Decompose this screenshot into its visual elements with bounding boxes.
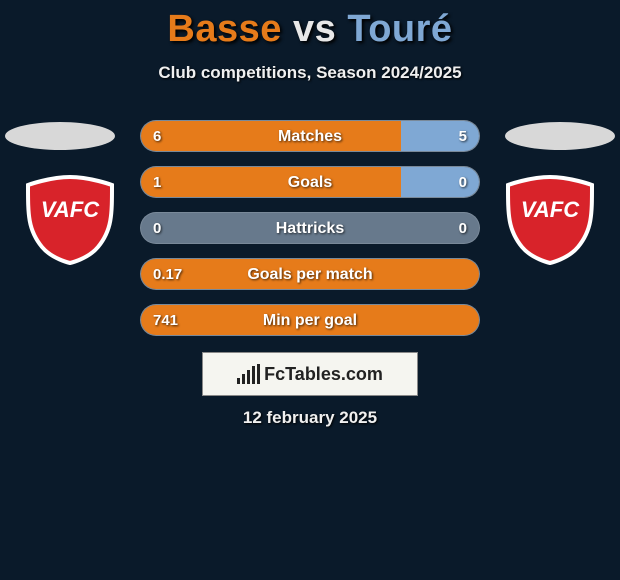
brand-text: FcTables.com	[264, 364, 383, 385]
player1-club-badge: VAFC	[20, 175, 120, 265]
badge-text: VAFC	[41, 197, 100, 222]
stat-label: Matches	[141, 121, 479, 152]
stat-row: 741Min per goal	[140, 304, 480, 336]
stat-row: 1Goals0	[140, 166, 480, 198]
date-text: 12 february 2025	[0, 408, 620, 428]
subtitle: Club competitions, Season 2024/2025	[0, 63, 620, 83]
brand-box[interactable]: FcTables.com	[202, 352, 418, 396]
stat-value-right: 0	[459, 167, 467, 198]
player2-club-badge: VAFC	[500, 175, 600, 265]
stat-label: Goals per match	[141, 259, 479, 290]
stat-label: Min per goal	[141, 305, 479, 336]
player2-oval	[505, 122, 615, 150]
stat-row: 0.17Goals per match	[140, 258, 480, 290]
stat-value-right: 5	[459, 121, 467, 152]
player1-oval	[5, 122, 115, 150]
comparison-title: Basse vs Touré	[0, 0, 620, 51]
stats-container: 6Matches51Goals00Hattricks00.17Goals per…	[140, 120, 480, 350]
brand-bars-icon	[237, 364, 260, 384]
stat-row: 6Matches5	[140, 120, 480, 152]
player2-name: Touré	[347, 8, 452, 50]
stat-row: 0Hattricks0	[140, 212, 480, 244]
vs-text: vs	[293, 8, 336, 50]
stat-label: Hattricks	[141, 213, 479, 244]
stat-value-right: 0	[459, 213, 467, 244]
stat-label: Goals	[141, 167, 479, 198]
player1-name: Basse	[167, 8, 281, 50]
badge-text: VAFC	[521, 197, 580, 222]
